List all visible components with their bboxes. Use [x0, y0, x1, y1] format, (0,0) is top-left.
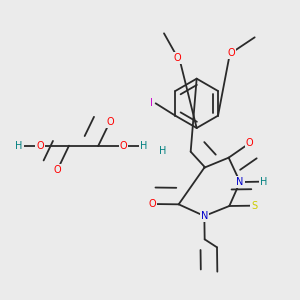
Text: O: O [53, 165, 61, 175]
Text: O: O [174, 53, 182, 63]
Text: N: N [201, 211, 208, 221]
Text: O: O [106, 117, 114, 127]
Text: O: O [119, 141, 127, 151]
Text: H: H [140, 141, 148, 151]
Text: N: N [236, 177, 244, 187]
Text: O: O [245, 138, 253, 148]
Text: O: O [36, 141, 44, 151]
Text: H: H [15, 141, 23, 151]
Text: H: H [260, 177, 267, 187]
Text: S: S [251, 201, 257, 211]
Text: I: I [150, 98, 153, 108]
Text: O: O [228, 48, 236, 58]
Text: O: O [149, 199, 157, 209]
Text: H: H [159, 146, 166, 156]
